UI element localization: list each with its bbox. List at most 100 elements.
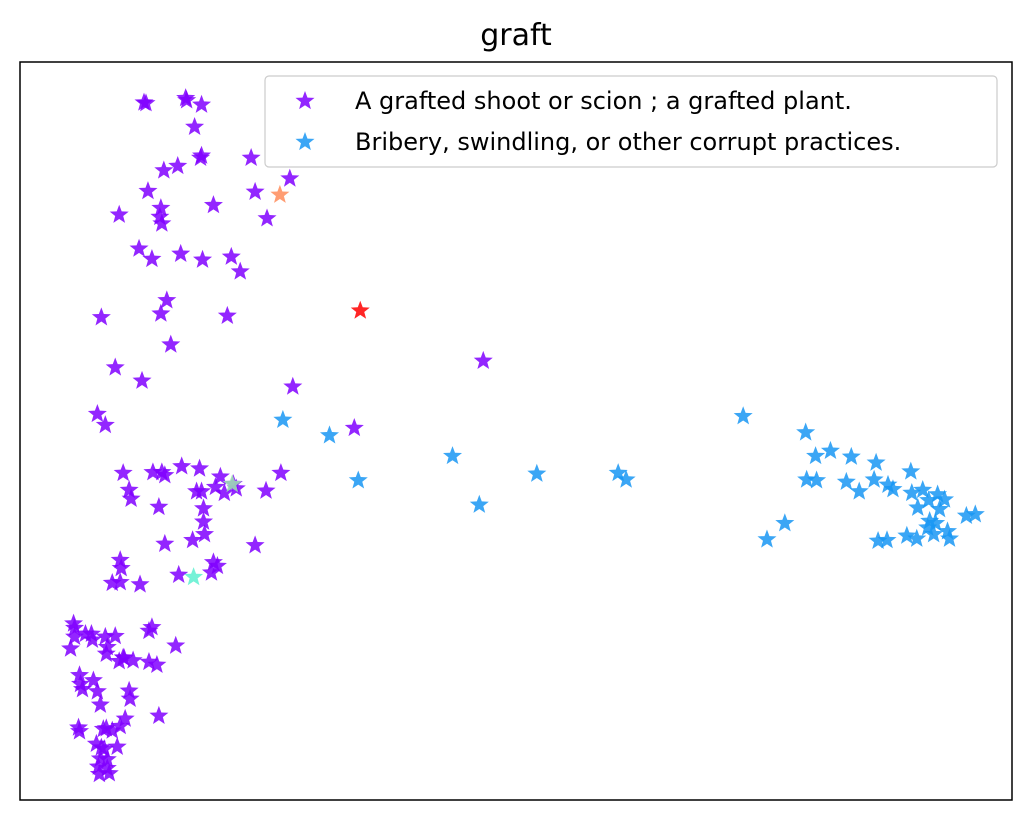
data-point-series-0-92 xyxy=(71,674,91,693)
data-point-series-1-36 xyxy=(897,525,917,544)
data-point-series-0-9 xyxy=(154,160,174,179)
legend-marker-0 xyxy=(295,91,315,110)
data-point-series-0-62 xyxy=(111,558,131,577)
data-point-series-1-19 xyxy=(864,469,884,488)
data-point-series-1-42 xyxy=(757,529,777,548)
data-point-series-0-40 xyxy=(152,462,172,481)
data-point-series-0-79 xyxy=(105,626,125,645)
data-point-series-0-52 xyxy=(149,497,169,516)
data-point-series-1-31 xyxy=(926,513,946,532)
data-point-series-0-66 xyxy=(245,535,265,554)
data-point-series-0-20 xyxy=(129,238,149,257)
data-point-series-1-7 xyxy=(616,469,636,488)
data-point-series-0-54 xyxy=(194,511,214,530)
data-point-series-0-115 xyxy=(99,763,119,782)
data-point-series-1-0 xyxy=(273,409,293,429)
data-point-series-0-68 xyxy=(207,556,227,575)
data-point-series-1-22 xyxy=(902,482,922,502)
data-point-series-0-21 xyxy=(142,249,162,268)
data-point-series-0-17 xyxy=(203,195,223,214)
data-point-series-0-93 xyxy=(83,670,103,689)
data-point-series-0-28 xyxy=(217,305,237,324)
legend: A grafted shoot or scion ; a grafted pla… xyxy=(264,75,998,168)
data-point-series-1-35 xyxy=(939,528,960,547)
data-point-series-0-27 xyxy=(151,303,171,322)
points-layer xyxy=(61,88,985,783)
data-point-series-0-63 xyxy=(110,572,130,591)
data-point-series-1-33 xyxy=(938,521,958,540)
data-point-series-1-38 xyxy=(868,530,888,550)
data-point-series-0-14 xyxy=(151,198,171,217)
data-point-series-0-50 xyxy=(119,480,139,499)
data-point-series-1-11 xyxy=(820,440,840,460)
data-point-series-0-106 xyxy=(110,716,130,735)
data-point-series-1-37 xyxy=(907,528,927,547)
data-point-series-0-53 xyxy=(194,498,214,517)
data-point-series-1-25 xyxy=(928,484,948,503)
data-point-series-0-67 xyxy=(201,562,221,581)
data-point-series-0-91 xyxy=(70,665,90,684)
data-point-series-1-15 xyxy=(797,469,817,488)
data-point-series-1-1 xyxy=(319,425,340,444)
data-point-series-0-30 xyxy=(161,334,181,353)
data-point-series-1-24 xyxy=(919,490,939,509)
data-point-series-0-76 xyxy=(95,626,115,645)
data-point-series-0-116 xyxy=(89,764,109,783)
data-point-series-0-96 xyxy=(119,680,139,699)
data-point-series-0-99 xyxy=(149,705,169,724)
data-point-series-1-41 xyxy=(775,513,795,532)
data-point-series-0-83 xyxy=(61,638,81,657)
data-point-series-0-84 xyxy=(96,643,116,662)
data-point-series-1-27 xyxy=(908,497,928,516)
data-point-series-0-11 xyxy=(280,168,300,187)
data-point-series-1-12 xyxy=(841,446,861,465)
data-point-series-1-39 xyxy=(877,530,897,549)
data-point-series-1-14 xyxy=(901,461,921,480)
data-point-series-0-114 xyxy=(97,758,117,777)
data-point-series-0-61 xyxy=(110,550,130,569)
data-point-series-0-34 xyxy=(87,404,107,423)
data-point-series-4-0 xyxy=(222,474,242,493)
legend-marker-1 xyxy=(295,132,315,151)
data-point-series-0-15 xyxy=(150,206,170,226)
data-point-series-0-23 xyxy=(193,249,213,268)
data-point-series-1-13 xyxy=(866,452,886,471)
data-point-series-0-60 xyxy=(155,533,175,552)
data-point-series-0-12 xyxy=(245,181,265,200)
data-point-series-0-90 xyxy=(147,654,167,674)
data-point-series-0-102 xyxy=(70,721,90,740)
data-point-series-3-0 xyxy=(270,184,290,203)
legend-label-0: A grafted shoot or scion ; a grafted pla… xyxy=(355,87,852,115)
data-point-series-0-42 xyxy=(172,456,192,475)
data-point-series-2-0 xyxy=(350,300,370,319)
data-point-series-0-56 xyxy=(271,463,291,482)
data-point-series-1-30 xyxy=(965,504,985,523)
data-point-series-0-35 xyxy=(95,415,115,434)
data-point-series-0-16 xyxy=(152,213,172,232)
data-point-series-1-32 xyxy=(918,517,938,536)
data-point-series-1-3 xyxy=(443,446,463,465)
data-point-series-1-9 xyxy=(796,422,816,441)
data-point-series-0-32 xyxy=(132,370,152,389)
data-point-series-0-24 xyxy=(221,246,241,265)
data-point-series-0-39 xyxy=(143,462,163,481)
data-point-series-1-5 xyxy=(527,463,547,482)
data-point-series-0-77 xyxy=(82,629,102,648)
data-point-series-0-29 xyxy=(91,307,111,326)
data-point-series-0-4 xyxy=(192,94,212,113)
data-point-series-1-40 xyxy=(920,511,940,530)
data-point-series-1-4 xyxy=(469,494,489,513)
data-point-series-5-0 xyxy=(184,567,204,586)
data-point-series-0-41 xyxy=(155,465,175,484)
data-point-series-0-82 xyxy=(166,635,186,654)
data-point-series-0-1 xyxy=(136,93,156,112)
data-point-series-0-22 xyxy=(171,243,191,262)
plot-frame xyxy=(19,61,1013,801)
data-point-series-1-29 xyxy=(956,505,976,524)
data-point-series-0-100 xyxy=(115,708,135,727)
data-point-series-0-45 xyxy=(214,482,234,502)
data-point-series-0-95 xyxy=(87,681,107,700)
data-point-series-0-51 xyxy=(121,488,141,507)
data-point-series-1-17 xyxy=(836,471,856,491)
